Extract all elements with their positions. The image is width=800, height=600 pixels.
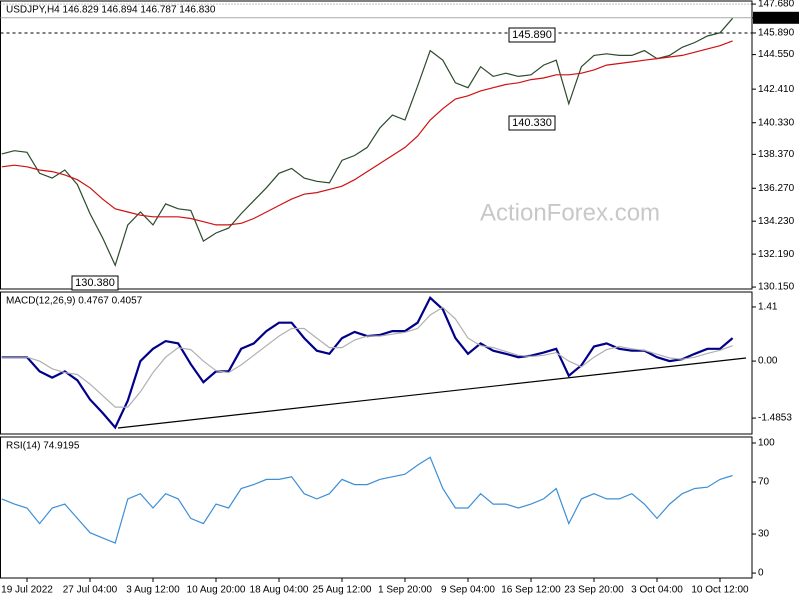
- annotation: 130.380: [71, 275, 119, 291]
- y-tick-label: 0.00: [758, 356, 778, 367]
- panel-title: RSI(14) 74.9195: [6, 441, 80, 452]
- annotation-label: 145.890: [512, 29, 552, 41]
- annotation-label: 130.380: [75, 277, 115, 289]
- panel-title: MACD(12,26,9) 0.4767 0.4057: [6, 296, 143, 307]
- trend-line: [117, 357, 747, 429]
- annotation-box: [508, 115, 556, 131]
- y-tick-label: 136.270: [758, 183, 795, 194]
- y-tick-label: -1.4853: [758, 413, 792, 424]
- y-tick-label: 142.410: [758, 84, 795, 95]
- y-tick-label: 140.330: [758, 117, 795, 128]
- x-tick-label: 23 Sep 20:00: [564, 585, 624, 596]
- x-tick-label: 3 Aug 12:00: [126, 585, 180, 596]
- annotation-box: [71, 275, 119, 291]
- y-tick-label: 0: [758, 568, 764, 579]
- x-tick-label: 19 Jul 2022: [1, 585, 53, 596]
- price-highlight: [753, 11, 799, 24]
- panel-title: USDJPY,H4 146.829 146.894 146.787 146.83…: [6, 5, 216, 16]
- annotation: 140.330: [508, 115, 556, 131]
- y-tick-label: 1.41: [758, 302, 778, 313]
- x-tick-label: 3 Oct 04:00: [631, 585, 683, 596]
- x-tick-label: 27 Jul 04:00: [63, 585, 118, 596]
- panel: [0, 0, 753, 290]
- y-tick-label: 144.550: [758, 49, 795, 60]
- x-tick-label: 1 Sep 20:00: [378, 585, 432, 596]
- series-line: [1, 40, 733, 226]
- y-tick-label: 147.680: [758, 0, 795, 10]
- annotation: 145.890: [508, 27, 556, 43]
- x-tick-label: 10 Oct 12:00: [691, 585, 749, 596]
- y-tick-label: 130.150: [758, 282, 795, 293]
- y-tick-label: 134.230: [758, 216, 795, 227]
- y-tick-label: 145.890: [758, 28, 795, 39]
- x-tick-label: 9 Sep 04:00: [441, 585, 495, 596]
- x-tick-label: 25 Aug 12:00: [313, 585, 372, 596]
- x-tick-label: 16 Sep 12:00: [501, 585, 561, 596]
- series-line: [1, 306, 733, 408]
- series-line: [1, 17, 734, 267]
- y-tick-label: 138.370: [758, 149, 795, 160]
- y-tick-label: 132.190: [758, 249, 795, 260]
- y-tick-label: 146.830: [758, 12, 795, 23]
- panel: [0, 291, 753, 435]
- annotation-label: 140.330: [512, 117, 552, 129]
- y-tick-label: 30: [758, 529, 770, 540]
- x-tick-label: 18 Aug 04:00: [250, 585, 309, 596]
- x-tick-label: 10 Aug 20:00: [187, 585, 246, 596]
- annotation-box: [508, 27, 556, 43]
- series-line: [1, 456, 733, 544]
- y-tick-label: 100: [758, 438, 775, 449]
- panel: [0, 436, 753, 579]
- watermark: ActionForex.com: [480, 199, 660, 226]
- y-tick-label: 70: [758, 477, 770, 488]
